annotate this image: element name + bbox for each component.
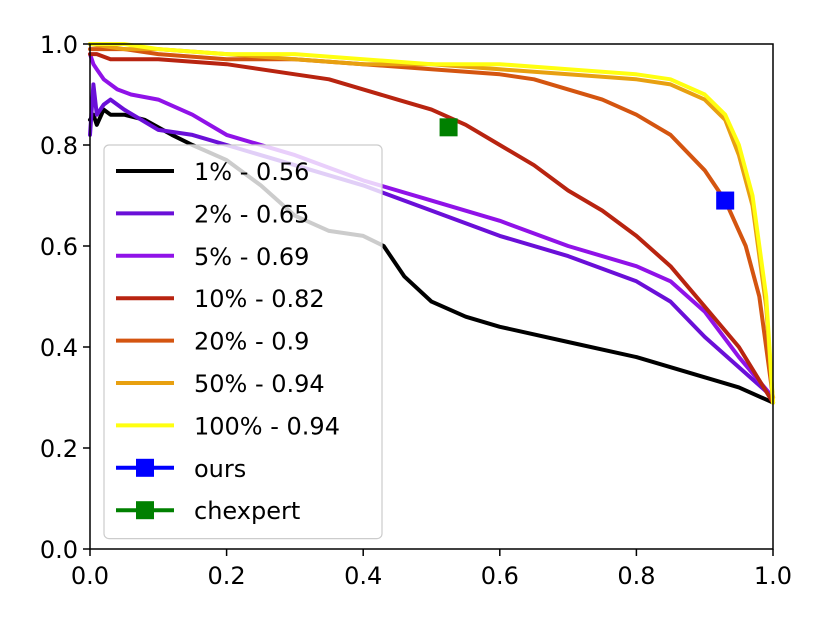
- legend-label-0: 1% - 0.56: [194, 158, 309, 186]
- legend-marker-7: [136, 458, 154, 477]
- y-tick-label-2: 0.4: [40, 334, 78, 362]
- y-tick-label-4: 0.8: [40, 132, 78, 160]
- legend-label-7: ours: [194, 455, 246, 483]
- legend-label-4: 20% - 0.9: [194, 328, 309, 356]
- series-line-3: [88, 52, 775, 405]
- legend-label-1: 2% - 0.65: [194, 200, 309, 228]
- series-line-6: [88, 42, 775, 405]
- x-tick-label-1: 0.2: [208, 562, 246, 590]
- x-tick-label-4: 0.8: [617, 562, 655, 590]
- legend: 1% - 0.56 2% - 0.65 5% - 0.69 10% - 0.82 20%…: [103, 144, 383, 540]
- y-tick-label-5: 1.0: [40, 31, 78, 59]
- x-tick-label-2: 0.4: [344, 562, 382, 590]
- legend-label-2: 5% - 0.69: [194, 243, 309, 271]
- legend-box: [103, 144, 383, 540]
- x-tick-label-5: 1.0: [754, 562, 792, 590]
- y-tick-label-0: 0.0: [40, 536, 78, 564]
- series-marker-ours: [716, 191, 735, 210]
- legend-label-3: 10% - 0.82: [194, 285, 325, 313]
- legend-label-6: 100% - 0.94: [194, 412, 340, 440]
- y-tick-label-3: 0.6: [40, 233, 78, 261]
- legend-label-8: chexpert: [194, 497, 300, 525]
- y-tick-label-1: 0.2: [40, 435, 78, 463]
- axes-frame: [89, 43, 774, 550]
- x-tick-label-0: 0.0: [71, 562, 109, 590]
- series-marker-chexpert: [439, 118, 458, 137]
- ticks-layer: 0.0 0.2 0.4 0.6 0.8 1.0 0.0 0.2 0.4 0.6 0.8 1.0: [40, 31, 792, 590]
- legend-label-5: 50% - 0.94: [194, 370, 325, 398]
- legend-marker-8: [136, 501, 154, 520]
- x-tick-label-3: 0.6: [481, 562, 519, 590]
